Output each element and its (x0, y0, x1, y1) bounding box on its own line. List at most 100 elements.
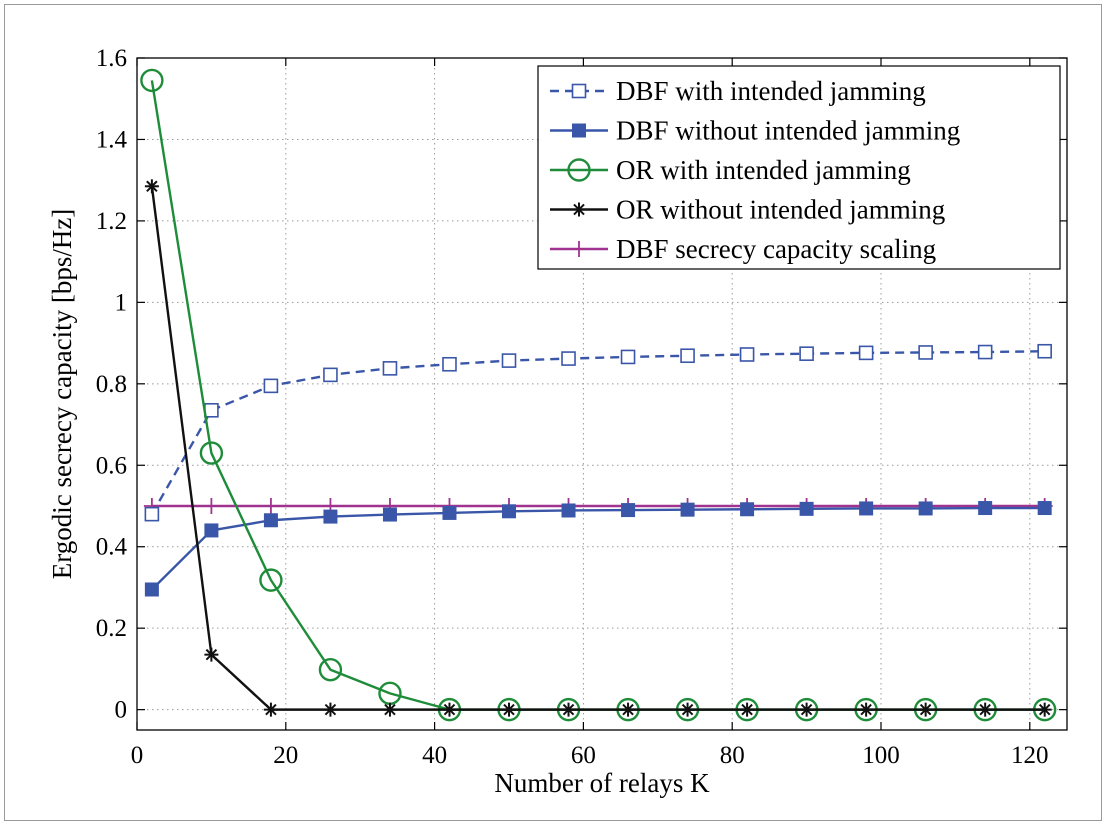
square-open-marker (263, 378, 279, 394)
legend-item: OR with intended jamming (550, 155, 911, 185)
x-tick-label: 120 (1011, 742, 1049, 769)
series-or-without-intended-jamming (144, 179, 1052, 717)
square-open-marker (561, 351, 576, 366)
square-filled-marker (382, 507, 397, 522)
square-filled-marker (1037, 501, 1052, 516)
square-filled-marker (621, 503, 636, 518)
asterisk-marker (204, 647, 219, 662)
square-open-marker (680, 348, 695, 364)
asterisk-marker (382, 702, 397, 717)
asterisk-marker (740, 702, 755, 717)
x-tick-label: 0 (131, 742, 144, 769)
legend-label: OR with intended jamming (616, 155, 911, 185)
square-open-marker (144, 506, 160, 522)
square-open-marker (1037, 343, 1052, 359)
square-open-marker (739, 347, 755, 362)
y-tick-label: 0.8 (96, 371, 127, 398)
asterisk-marker (799, 702, 814, 717)
square-open-marker (620, 349, 636, 365)
square-filled-marker (680, 502, 695, 517)
circle-marker (567, 158, 591, 182)
square-filled-marker (799, 501, 814, 516)
square-open-marker (501, 353, 517, 368)
square-filled-marker (204, 523, 219, 538)
legend-item: DBF without intended jamming (550, 116, 960, 146)
asterisk-marker (442, 702, 457, 717)
circle-marker (318, 658, 343, 682)
asterisk-marker (1037, 702, 1052, 717)
asterisk-marker (144, 179, 159, 194)
legend-label: DBF secrecy capacity scaling (616, 234, 936, 264)
square-open-marker (442, 356, 457, 372)
x-tick-label: 80 (720, 742, 745, 769)
square-filled-marker (918, 501, 933, 516)
square-open-marker (799, 346, 814, 361)
series-layer (140, 68, 1057, 722)
asterisk-marker (918, 702, 933, 717)
y-tick-label: 0 (115, 697, 128, 724)
legend-box (537, 65, 1061, 270)
asterisk-marker (978, 702, 993, 717)
square-filled-marker (978, 501, 993, 516)
square-filled-marker (502, 504, 516, 519)
asterisk-marker (323, 702, 338, 717)
y-tick-label: 0.4 (96, 534, 128, 561)
asterisk-marker (561, 702, 576, 717)
legend-label: DBF with intended jamming (616, 76, 926, 106)
square-filled-marker (263, 513, 278, 528)
asterisk-marker (263, 702, 278, 717)
y-tick-label: 0.6 (96, 452, 127, 479)
series-dbf-with-intended-jamming (144, 343, 1052, 522)
grid-lines (137, 58, 1067, 730)
circle-marker (140, 68, 164, 93)
asterisk-marker (572, 202, 586, 217)
asterisk-marker (502, 702, 516, 717)
asterisk-marker (859, 702, 874, 717)
square-filled-marker (859, 501, 874, 516)
circle-marker (259, 568, 283, 592)
asterisk-marker (621, 702, 636, 717)
square-open-marker (918, 345, 933, 360)
y-tick-label: 0.2 (96, 615, 127, 642)
axis-ticks: 0 20 40 60 80 100 120 0 0.2 0.4 0.6 0.8 1 1.2 1.4 1.6 (96, 45, 1067, 769)
y-axis-label: Ergodic secrecy capacity [bps/Hz] (47, 209, 77, 580)
series-line (150, 350, 1045, 515)
square-filled-marker (740, 502, 755, 517)
legend-item: OR without intended jamming (550, 195, 945, 225)
y-tick-label: 1.4 (96, 126, 128, 153)
x-tick-label: 100 (862, 742, 900, 769)
legend-label: DBF without intended jamming (616, 116, 960, 146)
plus-marker (203, 498, 220, 514)
legend-item: DBF secrecy capacity scaling (550, 234, 936, 264)
x-tick-label: 60 (571, 742, 596, 769)
x-tick-label: 40 (422, 742, 447, 769)
series-line (151, 506, 1045, 591)
square-filled-marker (572, 123, 586, 138)
y-tick-label: 1.2 (96, 208, 127, 235)
x-axis-label: Number of relays K (494, 768, 710, 798)
asterisk-marker (680, 702, 695, 717)
series-dbf-secrecy-capacity-scaling (143, 498, 1053, 514)
legend: DBF with intended jamming DBF without int… (537, 65, 1061, 270)
square-open-marker (858, 345, 874, 361)
square-open-marker (977, 344, 993, 360)
axis-labels: Number of relays K Ergodic secrecy capac… (47, 209, 710, 798)
legend-label: OR without intended jamming (616, 195, 945, 225)
legend-item: DBF with intended jamming (550, 76, 926, 106)
series-line (150, 186, 1045, 711)
y-tick-label: 1 (115, 289, 128, 316)
y-tick-label: 1.6 (96, 45, 127, 72)
square-open-marker (382, 361, 398, 376)
square-open-marker (571, 83, 587, 99)
circle-marker (199, 441, 224, 465)
square-filled-marker (144, 582, 159, 597)
series-dbf-without-intended-jamming (144, 501, 1052, 597)
square-open-marker (204, 402, 219, 418)
square-filled-marker (561, 503, 576, 518)
plus-marker (262, 498, 279, 514)
square-filled-marker (323, 509, 338, 524)
plus-marker (571, 241, 587, 257)
square-open-marker (323, 367, 338, 383)
plot-area (136, 57, 1068, 731)
